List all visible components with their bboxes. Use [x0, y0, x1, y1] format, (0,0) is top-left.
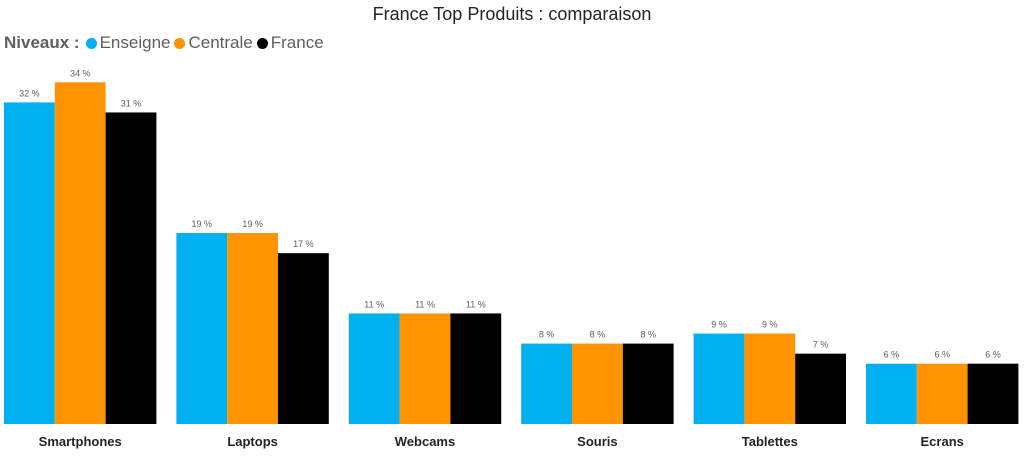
data-label-france-tablettes: 7 %: [813, 340, 829, 350]
bar-enseigne-laptops[interactable]: [176, 233, 228, 424]
data-label-enseigne-webcams: 11 %: [364, 299, 384, 309]
category-label-laptops: Laptops: [227, 434, 278, 449]
bar-enseigne-ecrans[interactable]: [866, 363, 917, 424]
bar-france-tablettes[interactable]: [795, 353, 846, 424]
legend-dot-centrale: [174, 37, 186, 49]
data-label-centrale-ecrans: 6 %: [934, 350, 950, 360]
data-label-france-webcams: 11 %: [466, 299, 486, 309]
legend-item-enseigne[interactable]: Enseigne: [85, 33, 171, 53]
bar-enseigne-tablettes[interactable]: [693, 333, 745, 424]
data-label-enseigne-smartphones: 32 %: [19, 88, 40, 98]
bar-centrale-ecrans[interactable]: [916, 363, 968, 424]
bar-france-souris[interactable]: [622, 343, 674, 424]
data-label-centrale-tablettes: 9 %: [762, 320, 778, 330]
legend-title: Niveaux :: [4, 33, 80, 52]
bar-france-ecrans[interactable]: [967, 363, 1019, 424]
data-label-france-smartphones: 31 %: [121, 98, 142, 108]
bar-centrale-smartphones[interactable]: [54, 82, 106, 425]
category-label-ecrans: Ecrans: [921, 434, 964, 449]
legend-label-france: France: [270, 33, 324, 52]
category-label-souris: Souris: [577, 434, 617, 449]
bar-france-laptops[interactable]: [278, 253, 329, 424]
chart-title: France Top Produits : comparaison: [372, 4, 652, 24]
category-label-smartphones: Smartphones: [39, 434, 122, 449]
data-label-enseigne-ecrans: 6 %: [884, 350, 900, 360]
bar-centrale-laptops[interactable]: [227, 233, 278, 424]
data-label-centrale-souris: 8 %: [590, 330, 606, 340]
data-label-centrale-smartphones: 34 %: [70, 68, 91, 78]
data-label-france-souris: 8 %: [640, 330, 656, 340]
category-label-tablettes: Tablettes: [742, 434, 798, 449]
data-label-enseigne-laptops: 19 %: [192, 219, 213, 229]
data-label-enseigne-souris: 8 %: [539, 330, 555, 340]
data-label-france-laptops: 17 %: [293, 239, 314, 249]
bar-centrale-souris[interactable]: [572, 343, 623, 424]
data-label-france-ecrans: 6 %: [985, 350, 1001, 360]
data-label-enseigne-tablettes: 9 %: [711, 320, 727, 330]
legend-dot-france: [256, 37, 268, 49]
bar-france-webcams[interactable]: [450, 313, 502, 424]
data-label-centrale-laptops: 19 %: [242, 219, 263, 229]
data-label-centrale-webcams: 11 %: [415, 299, 435, 309]
category-label-webcams: Webcams: [395, 434, 455, 449]
bar-centrale-tablettes[interactable]: [744, 333, 796, 424]
legend-label-enseigne: Enseigne: [99, 33, 171, 52]
bar-enseigne-smartphones[interactable]: [4, 102, 55, 425]
bar-centrale-webcams[interactable]: [399, 313, 451, 424]
legend-dot-enseigne: [85, 37, 97, 49]
legend-item-france[interactable]: France: [256, 33, 324, 53]
bar-enseigne-webcams[interactable]: [348, 313, 400, 424]
legend-label-centrale: Centrale: [188, 33, 253, 52]
bar-france-smartphones[interactable]: [105, 112, 157, 424]
legend-item-centrale[interactable]: Centrale: [174, 33, 253, 53]
legend: Niveaux : Enseigne Centrale France: [4, 33, 328, 53]
bar-enseigne-souris[interactable]: [521, 343, 572, 424]
